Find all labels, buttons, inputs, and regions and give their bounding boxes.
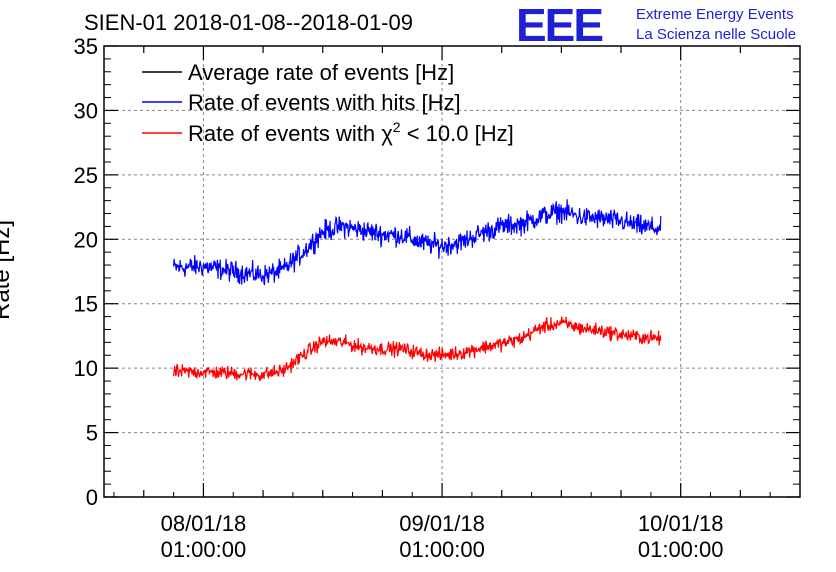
x-tick-label-time: 01:00:00 (638, 537, 724, 562)
logo-line2: La Scienza nelle Scuole (636, 26, 797, 43)
x-tick-label-date: 10/01/18 (638, 511, 724, 536)
x-tick-label-time: 01:00:00 (399, 537, 485, 562)
eee-logo: EEE Extreme Energy Events La Scienza nel… (516, 0, 836, 51)
y-tick-label: 30 (74, 98, 98, 123)
y-tick-label: 5 (86, 421, 98, 446)
chart-title: SIEN-01 2018-01-08--2018-01-09 (84, 10, 413, 35)
x-tick-label-time: 01:00:00 (161, 537, 247, 562)
y-tick-label: 0 (86, 485, 98, 510)
y-tick-label: 20 (74, 227, 98, 252)
y-tick-label: 35 (74, 34, 98, 59)
x-tick-label-date: 09/01/18 (399, 511, 485, 536)
logo-line1: Extreme Energy Events (636, 6, 794, 23)
y-tick-label: 25 (74, 163, 98, 188)
series-line-1 (173, 316, 662, 383)
plot-frame (103, 45, 801, 498)
series-line-0 (173, 199, 662, 286)
legend-label: Average rate of events [Hz] (188, 60, 454, 85)
x-tick-label-date: 08/01/18 (161, 511, 247, 536)
y-tick-label: 15 (74, 292, 98, 317)
y-axis-label: Rate [Hz] (0, 219, 15, 321)
logo-mark: EEE (516, 0, 604, 51)
y-tick-label: 10 (74, 356, 98, 381)
legend-label: Rate of events with χ2 < 10.0 [Hz] (188, 119, 514, 146)
legend-label: Rate of events with hits [Hz] (188, 90, 461, 115)
